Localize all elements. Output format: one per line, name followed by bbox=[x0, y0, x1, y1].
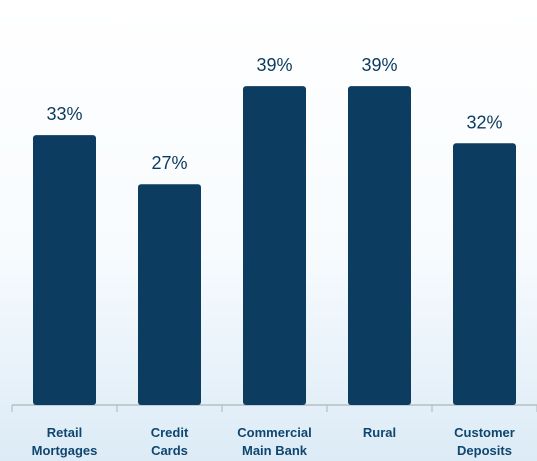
data-label: 39% bbox=[256, 55, 292, 75]
data-label: 33% bbox=[46, 104, 82, 124]
x-tick-label: Cards bbox=[151, 443, 188, 458]
data-label: 27% bbox=[151, 153, 187, 173]
data-label: 32% bbox=[466, 112, 502, 132]
bar bbox=[243, 86, 306, 406]
x-tick-label: Deposits bbox=[457, 443, 512, 458]
x-tick-label: Retail bbox=[47, 425, 82, 440]
x-tick-label: Mortgages bbox=[32, 443, 98, 458]
x-tick-label: Main Bank bbox=[242, 443, 308, 458]
bar bbox=[348, 86, 411, 406]
x-tick-label: Credit bbox=[151, 425, 189, 440]
bar bbox=[453, 143, 516, 406]
x-tick-label: Customer bbox=[454, 425, 515, 440]
bar bbox=[138, 184, 201, 405]
data-label: 39% bbox=[361, 55, 397, 75]
x-tick-label: Rural bbox=[363, 425, 396, 440]
bar bbox=[33, 135, 96, 405]
x-tick-label: Commercial bbox=[237, 425, 311, 440]
